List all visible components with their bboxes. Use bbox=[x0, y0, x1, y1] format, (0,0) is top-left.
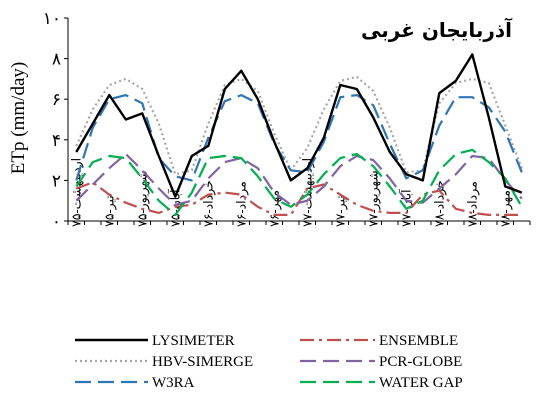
legend-label-lysimeter: LYSIMETER bbox=[152, 333, 235, 349]
legend: LYSIMETER ENSEMBLE HBV-SIMERGE PCR-GLOBE W3R… bbox=[75, 333, 463, 391]
x-tick-label: مهر-۷۸ bbox=[498, 190, 513, 227]
y-tick-label: ۰ bbox=[52, 212, 61, 231]
series-line-pcr-globe bbox=[75, 152, 523, 206]
x-tick-label: تیر-۷۷ bbox=[333, 195, 348, 227]
series-line-hbv-simerge bbox=[75, 75, 523, 176]
plot-area: ۰ ۲ ۴ ۶ ۸ ۱۰ اردیبهشت-۷۵ تیر-۷۵ شهریور-۷۵ آبان-۷۵… bbox=[43, 9, 531, 231]
x-tick-label: شهریور-۷۷ bbox=[366, 170, 381, 227]
x-tick-label: شهریور-۷۵ bbox=[135, 170, 150, 227]
x-tick-label: مرداد-۷۸ bbox=[465, 181, 480, 227]
series-line-lysimeter bbox=[75, 53, 523, 198]
x-tick-label: تیر-۷۵ bbox=[102, 195, 117, 227]
series-line-w3ra bbox=[75, 93, 523, 182]
legend-label-ensemble: ENSEMBLE bbox=[379, 333, 458, 349]
legend-label-water-gap: WATER GAP bbox=[379, 375, 463, 391]
x-tick-label: مرداد-۷۶ bbox=[234, 181, 249, 227]
x-tick-label: خرداد-۷۶ bbox=[201, 180, 216, 227]
x-tick-label: اردیبهشت-۷۵ bbox=[69, 158, 84, 227]
x-tick-label: آبان-۷۵ bbox=[166, 188, 182, 227]
y-tick-label: ۸ bbox=[52, 50, 61, 69]
y-axis-label: ETp (mm/day) bbox=[8, 62, 29, 174]
legend-label-pcr-globe: PCR-GLOBE bbox=[379, 354, 462, 370]
y-tick-label: ۶ bbox=[52, 90, 61, 109]
legend-label-w3ra: W3RA bbox=[152, 375, 195, 391]
y-tick-label: ۲ bbox=[52, 171, 61, 190]
legend-label-hbv-simerge: HBV-SIMERGE bbox=[152, 354, 253, 370]
y-tick-label: ۴ bbox=[52, 131, 61, 150]
y-tick-label: ۱۰ bbox=[43, 9, 61, 28]
series-line-water-gap bbox=[75, 148, 523, 216]
x-tick-label: مهر-۷۶ bbox=[267, 190, 282, 227]
chart-title: آذربایجان غربی bbox=[361, 17, 513, 42]
